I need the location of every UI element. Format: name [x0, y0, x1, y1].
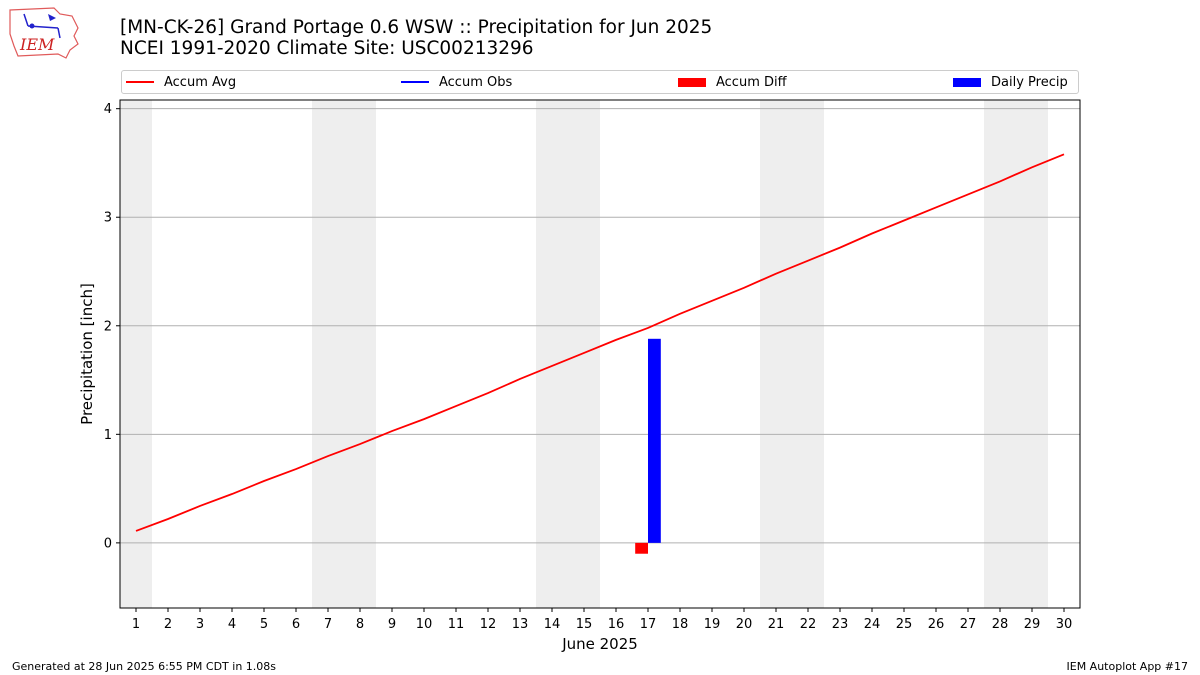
x-tick-label-4: 4: [228, 617, 236, 632]
accum-diff-bar-17: [635, 542, 648, 554]
daily-precip-bar-17: [648, 338, 661, 543]
bars: [635, 338, 661, 554]
plot-frame: [119, 99, 1081, 609]
x-ticks: 1 2 3 4 5 6 7 8 9 10 11 12 13 14 15 16 17 18 19 20 21 22 23 24 2…: [132, 608, 1072, 632]
footer-generated: Generated at 28 Jun 2025 6:55 PM CDT in …: [12, 660, 277, 673]
y-tick-label-0: 0: [104, 536, 112, 551]
x-tick-label-6: 6: [292, 617, 300, 632]
legend-swatch-accum-obs: [401, 81, 429, 83]
legend-swatch-daily-precip: [953, 77, 981, 87]
x-tick-label-23: 23: [832, 617, 849, 632]
logo-text: IEM: [19, 35, 55, 54]
x-tick-label-2: 2: [164, 617, 172, 632]
x-tick-label-3: 3: [196, 617, 204, 632]
x-tick-label-13: 13: [512, 617, 529, 632]
x-tick-label-15: 15: [576, 617, 593, 632]
x-tick-label-29: 29: [1024, 617, 1041, 632]
y-tick-label-3: 3: [104, 211, 112, 226]
x-tick-label-26: 26: [928, 617, 945, 632]
x-tick-label-20: 20: [736, 617, 753, 632]
chart-title-line1: [MN-CK-26] Grand Portage 0.6 WSW :: Prec…: [120, 17, 713, 38]
series-lines: [135, 153, 1065, 532]
x-tick-label-21: 21: [768, 617, 785, 632]
y-tick-label-1: 1: [104, 428, 112, 443]
legend-item-daily-precip: Daily Precip: [953, 71, 1068, 93]
legend-label-daily-precip: Daily Precip: [991, 74, 1068, 90]
x-tick-label-28: 28: [992, 617, 1009, 632]
weekend-band-4: [984, 100, 1048, 608]
grid-lines: [120, 108, 1080, 544]
legend-item-accum-obs: Accum Obs: [401, 71, 512, 93]
x-tick-label-25: 25: [896, 617, 913, 632]
x-tick-label-9: 9: [388, 617, 396, 632]
footer-app: IEM Autoplot App #17: [1066, 660, 1189, 673]
legend-label-accum-diff: Accum Diff: [716, 74, 787, 90]
x-tick-label-5: 5: [260, 617, 268, 632]
weekend-band-0: [120, 100, 152, 608]
chart-title: [MN-CK-26] Grand Portage 0.6 WSW :: Prec…: [120, 17, 712, 59]
iem-logo: IEM: [8, 6, 82, 60]
x-tick-label-19: 19: [704, 617, 721, 632]
x-tick-label-16: 16: [608, 617, 625, 632]
y-axis-label: Precipitation [inch]: [78, 283, 96, 425]
x-tick-label-11: 11: [448, 617, 465, 632]
x-tick-label-14: 14: [544, 617, 561, 632]
x-tick-label-22: 22: [800, 617, 817, 632]
x-axis-label: June 2025: [561, 635, 638, 653]
x-tick-label-17: 17: [640, 617, 657, 632]
chart-title-line2: NCEI 1991-2020 Climate Site: USC00213296: [120, 38, 534, 59]
x-tick-label-1: 1: [132, 617, 140, 632]
y-ticks: 0 1 2 3 4: [104, 102, 120, 551]
weekend-band-3: [760, 100, 824, 608]
legend-swatch-accum-diff: [678, 77, 706, 87]
legend-label-accum-avg: Accum Avg: [164, 74, 237, 90]
legend-label-accum-obs: Accum Obs: [439, 74, 513, 90]
x-tick-label-18: 18: [672, 617, 689, 632]
x-tick-label-8: 8: [356, 617, 364, 632]
y-tick-label-4: 4: [104, 102, 112, 117]
weekend-band-2: [536, 100, 600, 608]
x-tick-label-7: 7: [324, 617, 332, 632]
x-tick-label-27: 27: [960, 617, 977, 632]
y-tick-label-2: 2: [104, 319, 112, 334]
accum-avg-line: [135, 153, 1065, 532]
x-tick-label-30: 30: [1056, 617, 1073, 632]
weekend-band-1: [312, 100, 376, 608]
legend-item-accum-avg: Accum Avg: [126, 71, 236, 93]
x-tick-label-12: 12: [480, 617, 497, 632]
x-tick-label-24: 24: [864, 617, 881, 632]
legend-item-accum-diff: Accum Diff: [678, 71, 787, 93]
legend-swatch-accum-avg: [126, 81, 154, 83]
legend: Accum Avg Accum Obs Accum Diff Daily Pre…: [121, 70, 1079, 94]
weekend-shading: [120, 100, 1048, 608]
x-tick-label-10: 10: [416, 617, 433, 632]
